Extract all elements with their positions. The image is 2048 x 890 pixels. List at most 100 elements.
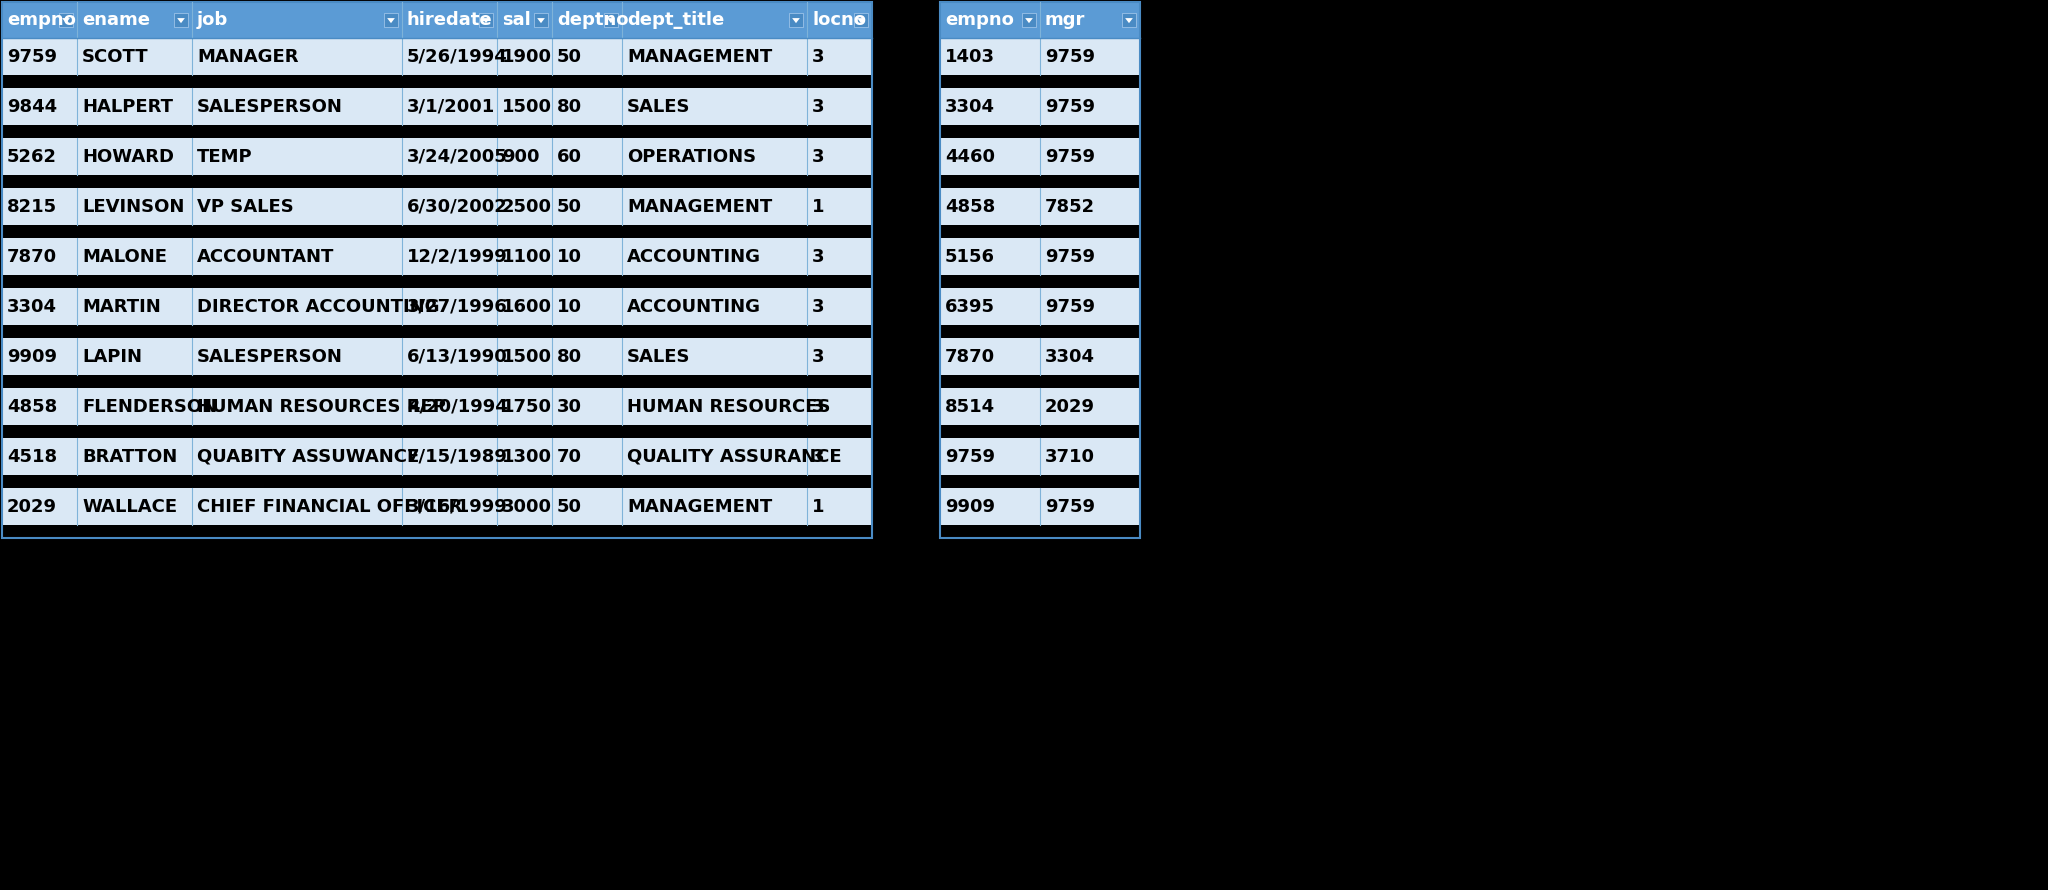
Text: 3: 3	[811, 247, 825, 265]
Text: LAPIN: LAPIN	[82, 347, 141, 366]
Text: 60: 60	[557, 148, 582, 166]
Text: 50: 50	[557, 198, 582, 215]
Text: 9759: 9759	[1044, 98, 1096, 116]
Text: 2029: 2029	[1044, 398, 1096, 416]
Text: SALESPERSON: SALESPERSON	[197, 347, 342, 366]
Bar	[854, 13, 868, 27]
Text: sal: sal	[502, 11, 530, 29]
Text: 4858: 4858	[6, 398, 57, 416]
Text: 9909: 9909	[944, 498, 995, 515]
Text: 1300: 1300	[502, 448, 553, 465]
Bar	[940, 238, 1141, 275]
Text: 2500: 2500	[502, 198, 553, 215]
Text: 900: 900	[502, 148, 539, 166]
Bar	[940, 2, 1141, 38]
Text: 70: 70	[557, 448, 582, 465]
Text: 3/1/2001: 3/1/2001	[408, 98, 496, 116]
Text: 6395: 6395	[944, 297, 995, 315]
Text: 7/15/1989: 7/15/1989	[408, 448, 508, 465]
Bar	[940, 388, 1141, 425]
Bar	[940, 525, 1141, 538]
Text: 80: 80	[557, 347, 582, 366]
Text: 9759: 9759	[1044, 498, 1096, 515]
Bar	[940, 438, 1141, 475]
Text: OPERATIONS: OPERATIONS	[627, 148, 756, 166]
Polygon shape	[176, 18, 184, 23]
Bar	[2, 438, 872, 475]
Text: 4858: 4858	[944, 198, 995, 215]
Bar	[535, 13, 549, 27]
Text: 6/13/1990: 6/13/1990	[408, 347, 508, 366]
Text: 1750: 1750	[502, 398, 553, 416]
Text: 9759: 9759	[1044, 247, 1096, 265]
Bar	[940, 488, 1141, 525]
Text: 3: 3	[811, 148, 825, 166]
Text: empno: empno	[6, 11, 76, 29]
Text: MARTIN: MARTIN	[82, 297, 160, 315]
Text: 9759: 9759	[944, 448, 995, 465]
Bar	[940, 175, 1141, 188]
Text: 3/24/2005: 3/24/2005	[408, 148, 508, 166]
Bar	[2, 88, 872, 125]
Polygon shape	[606, 18, 614, 23]
Text: 5/26/1994: 5/26/1994	[408, 47, 508, 66]
Text: dept_title: dept_title	[627, 11, 725, 29]
Text: 7870: 7870	[6, 247, 57, 265]
Text: ACCOUNTANT: ACCOUNTANT	[197, 247, 334, 265]
Text: 3304: 3304	[1044, 347, 1096, 366]
Bar	[940, 138, 1141, 175]
Bar	[940, 188, 1141, 225]
Bar	[479, 13, 494, 27]
Text: 6/30/2002: 6/30/2002	[408, 198, 508, 215]
Bar	[1122, 13, 1137, 27]
Bar	[2, 238, 872, 275]
Text: locno: locno	[811, 11, 866, 29]
Text: MANAGEMENT: MANAGEMENT	[627, 498, 772, 515]
Text: 10: 10	[557, 297, 582, 315]
Bar	[940, 2, 1141, 538]
Text: 3: 3	[811, 297, 825, 315]
Polygon shape	[61, 18, 70, 23]
Bar	[2, 2, 872, 538]
Text: HUMAN RESOURCES: HUMAN RESOURCES	[627, 398, 831, 416]
Polygon shape	[387, 18, 395, 23]
Bar	[1022, 13, 1036, 27]
Bar	[604, 13, 618, 27]
Text: hiredate: hiredate	[408, 11, 494, 29]
Text: 2029: 2029	[6, 498, 57, 515]
Text: 3/27/1996: 3/27/1996	[408, 297, 508, 315]
Polygon shape	[1026, 18, 1032, 23]
Text: MALONE: MALONE	[82, 247, 168, 265]
Text: ename: ename	[82, 11, 150, 29]
Text: 5156: 5156	[944, 247, 995, 265]
Text: job: job	[197, 11, 227, 29]
Text: 9759: 9759	[6, 47, 57, 66]
Bar	[2, 275, 872, 288]
Bar	[2, 38, 872, 75]
Text: 4460: 4460	[944, 148, 995, 166]
Text: 12/2/1999: 12/2/1999	[408, 247, 508, 265]
Text: 1: 1	[811, 198, 825, 215]
Bar	[2, 325, 872, 338]
Text: TEMP: TEMP	[197, 148, 252, 166]
Bar	[940, 375, 1141, 388]
Text: empno: empno	[944, 11, 1014, 29]
Text: ACCOUNTING: ACCOUNTING	[627, 297, 762, 315]
Text: HALPERT: HALPERT	[82, 98, 172, 116]
Text: 3/16/1999: 3/16/1999	[408, 498, 508, 515]
Bar	[2, 75, 872, 88]
Text: 4/20/1994: 4/20/1994	[408, 398, 508, 416]
Text: 1500: 1500	[502, 347, 553, 366]
Bar	[174, 13, 188, 27]
Bar	[2, 2, 872, 38]
Bar	[2, 138, 872, 175]
Text: 7870: 7870	[944, 347, 995, 366]
Text: deptno: deptno	[557, 11, 629, 29]
Text: 7852: 7852	[1044, 198, 1096, 215]
Text: 9759: 9759	[1044, 47, 1096, 66]
Bar	[788, 13, 803, 27]
Text: QUABITY ASSUWANCE: QUABITY ASSUWANCE	[197, 448, 420, 465]
Text: 3000: 3000	[502, 498, 553, 515]
Bar	[2, 388, 872, 425]
Text: 9759: 9759	[1044, 297, 1096, 315]
